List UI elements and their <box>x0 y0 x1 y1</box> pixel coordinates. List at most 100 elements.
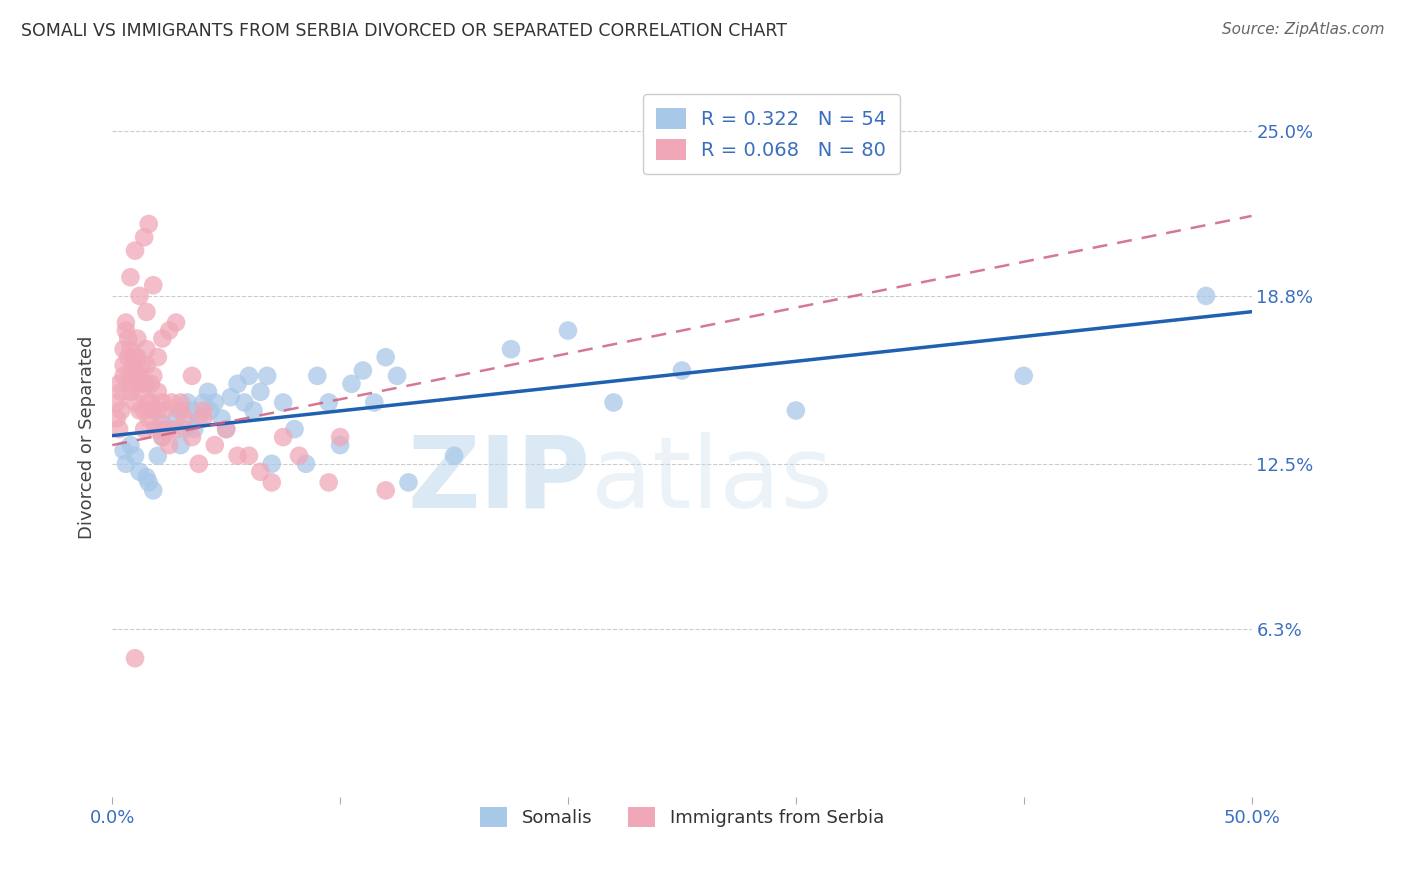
Point <box>121 376 143 391</box>
Point <box>124 350 146 364</box>
Point <box>120 368 142 383</box>
Point <box>204 438 226 452</box>
Point <box>146 384 169 399</box>
Point <box>135 470 157 484</box>
Point <box>135 358 157 372</box>
Point <box>602 395 624 409</box>
Point <box>671 363 693 377</box>
Point <box>200 403 222 417</box>
Point <box>142 403 165 417</box>
Point <box>139 376 162 391</box>
Point <box>233 395 256 409</box>
Point <box>112 342 135 356</box>
Point <box>138 395 160 409</box>
Point <box>135 376 157 391</box>
Point <box>249 465 271 479</box>
Point <box>157 422 180 436</box>
Point <box>443 449 465 463</box>
Point <box>115 324 138 338</box>
Point <box>124 244 146 258</box>
Point <box>124 449 146 463</box>
Point <box>156 422 179 436</box>
Point <box>169 403 191 417</box>
Point <box>112 368 135 383</box>
Point <box>197 384 219 399</box>
Point <box>134 403 156 417</box>
Point <box>105 395 128 409</box>
Point <box>128 403 150 417</box>
Point <box>150 332 173 346</box>
Point <box>134 422 156 436</box>
Point <box>249 384 271 399</box>
Point <box>108 422 131 436</box>
Text: ZIP: ZIP <box>408 432 591 529</box>
Point <box>120 342 142 356</box>
Point <box>352 363 374 377</box>
Point <box>187 457 209 471</box>
Point <box>219 390 242 404</box>
Point <box>307 368 329 383</box>
Point <box>169 438 191 452</box>
Point <box>128 289 150 303</box>
Point <box>181 430 204 444</box>
Point <box>193 403 215 417</box>
Point <box>174 422 197 436</box>
Point <box>146 403 169 417</box>
Point <box>187 411 209 425</box>
Point <box>145 422 167 436</box>
Point <box>169 395 191 409</box>
Point <box>135 305 157 319</box>
Point <box>165 411 187 425</box>
Point <box>150 430 173 444</box>
Point <box>112 443 135 458</box>
Point <box>131 358 153 372</box>
Point <box>117 332 139 346</box>
Point <box>142 278 165 293</box>
Text: atlas: atlas <box>591 432 832 529</box>
Point <box>124 395 146 409</box>
Point <box>120 270 142 285</box>
Point <box>149 422 172 436</box>
Point <box>271 395 294 409</box>
Point <box>124 368 146 383</box>
Point <box>226 449 249 463</box>
Point <box>108 376 131 391</box>
Point <box>146 449 169 463</box>
Point <box>318 395 340 409</box>
Point <box>138 217 160 231</box>
Point <box>142 483 165 498</box>
Point <box>165 422 187 436</box>
Point <box>785 403 807 417</box>
Point <box>318 475 340 490</box>
Point <box>128 368 150 383</box>
Point <box>112 358 135 372</box>
Point <box>128 465 150 479</box>
Point <box>242 403 264 417</box>
Point <box>131 376 153 391</box>
Y-axis label: Divorced or Separated: Divorced or Separated <box>79 335 96 539</box>
Point <box>238 449 260 463</box>
Point <box>183 422 205 436</box>
Point <box>340 376 363 391</box>
Point <box>127 332 149 346</box>
Point <box>398 475 420 490</box>
Point <box>174 411 197 425</box>
Point <box>374 350 396 364</box>
Point <box>329 438 352 452</box>
Point <box>128 384 150 399</box>
Point <box>215 422 238 436</box>
Point <box>1012 368 1035 383</box>
Point <box>193 411 215 425</box>
Point <box>153 403 176 417</box>
Point <box>374 483 396 498</box>
Point <box>238 368 260 383</box>
Point <box>160 395 183 409</box>
Point <box>120 438 142 452</box>
Point <box>271 430 294 444</box>
Point <box>288 449 311 463</box>
Point <box>283 422 305 436</box>
Point <box>211 411 233 425</box>
Point <box>499 342 522 356</box>
Point <box>157 438 180 452</box>
Point <box>115 316 138 330</box>
